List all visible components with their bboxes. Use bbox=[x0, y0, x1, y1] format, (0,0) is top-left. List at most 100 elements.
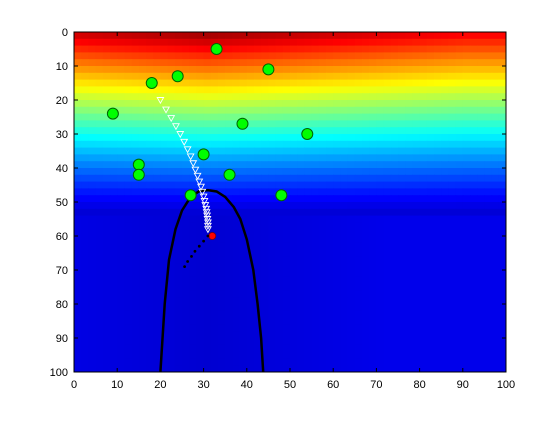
heatmap-cell bbox=[117, 310, 125, 319]
heatmap-cell bbox=[225, 236, 233, 244]
heatmap-cell bbox=[340, 45, 349, 53]
heatmap-cell bbox=[434, 174, 442, 183]
heatmap-cell bbox=[455, 324, 464, 332]
heatmap-cell bbox=[232, 154, 241, 162]
heatmap-cell bbox=[167, 270, 176, 278]
heatmap-cell bbox=[117, 249, 125, 257]
heatmap-cell bbox=[398, 317, 406, 325]
heatmap-cell bbox=[138, 344, 147, 353]
heatmap-cell bbox=[390, 52, 399, 60]
heatmap-cell bbox=[268, 168, 277, 176]
heatmap-cell bbox=[304, 161, 313, 169]
heatmap-cell bbox=[297, 72, 305, 81]
heatmap-cell bbox=[232, 283, 241, 291]
heatmap-cell bbox=[268, 338, 277, 346]
heatmap-cell bbox=[74, 202, 82, 210]
heatmap-cell bbox=[347, 120, 356, 128]
heatmap-cell bbox=[110, 256, 118, 264]
heatmap-cell bbox=[448, 365, 457, 372]
heatmap-cell bbox=[196, 283, 205, 291]
heatmap-cell bbox=[340, 79, 349, 87]
heatmap-cell bbox=[290, 66, 298, 74]
heatmap-cell bbox=[232, 236, 241, 244]
heatmap-cell bbox=[434, 161, 442, 169]
heatmap-cell bbox=[390, 331, 399, 339]
heatmap-cell bbox=[326, 32, 334, 40]
heatmap-cell bbox=[477, 59, 485, 67]
heatmap-cell bbox=[196, 113, 205, 121]
heatmap-cell bbox=[340, 106, 349, 115]
white-triangle-marker bbox=[203, 216, 212, 224]
heatmap-cell bbox=[268, 365, 277, 372]
heatmap-cell bbox=[160, 86, 169, 94]
heatmap-cell bbox=[167, 365, 176, 372]
heatmap-cell bbox=[282, 208, 291, 217]
heatmap-cell bbox=[412, 208, 421, 217]
heatmap-cell bbox=[326, 276, 334, 285]
heatmap-cell bbox=[419, 32, 428, 40]
heatmap-cell bbox=[434, 331, 442, 339]
heatmap-cell bbox=[196, 215, 205, 223]
heatmap-cell bbox=[153, 344, 161, 353]
heatmap-cell bbox=[318, 331, 327, 339]
heatmap-cell bbox=[88, 45, 97, 53]
heatmap-cell bbox=[362, 134, 370, 142]
heatmap-cell bbox=[477, 310, 485, 319]
heatmap-cell bbox=[174, 344, 183, 353]
heatmap-cell bbox=[196, 38, 205, 47]
heatmap-cell bbox=[398, 331, 406, 339]
heatmap-cell bbox=[491, 106, 500, 115]
heatmap-cell bbox=[232, 310, 241, 319]
heatmap-cell bbox=[282, 324, 291, 332]
heatmap-cell bbox=[196, 168, 205, 176]
heatmap-cell bbox=[131, 120, 140, 128]
heatmap-cell bbox=[347, 344, 356, 353]
heatmap-cell bbox=[110, 188, 118, 196]
heatmap-cell bbox=[362, 66, 370, 74]
heatmap-cell bbox=[297, 134, 305, 142]
heatmap-cell bbox=[239, 202, 248, 210]
heatmap-cell bbox=[74, 249, 82, 257]
heatmap-cell bbox=[290, 72, 298, 81]
heatmap-cell bbox=[218, 276, 226, 285]
heatmap-cell bbox=[426, 304, 435, 312]
heatmap-cell bbox=[282, 59, 291, 67]
heatmap-cell bbox=[174, 195, 183, 203]
heatmap-cell bbox=[246, 32, 255, 40]
heatmap-cell bbox=[398, 106, 406, 115]
heatmap-cell bbox=[95, 229, 104, 237]
heatmap-cell bbox=[369, 358, 377, 366]
heatmap-cell bbox=[369, 38, 377, 47]
heatmap-cell bbox=[448, 338, 457, 346]
heatmap-cell bbox=[318, 93, 327, 101]
heatmap-cell bbox=[383, 113, 392, 121]
heatmap-cell bbox=[218, 181, 226, 189]
heatmap-cell bbox=[196, 195, 205, 203]
heatmap-cell bbox=[347, 331, 356, 339]
heatmap-cell bbox=[390, 270, 399, 278]
heatmap-cell bbox=[153, 120, 161, 128]
heatmap-cell bbox=[455, 290, 464, 298]
heatmap-cell bbox=[189, 86, 197, 94]
heatmap-cell bbox=[340, 161, 349, 169]
heatmap-cell bbox=[498, 188, 506, 196]
heatmap-cell bbox=[275, 59, 284, 67]
heatmap-cell bbox=[189, 365, 197, 372]
heatmap-cell bbox=[491, 283, 500, 291]
heatmap-cell bbox=[398, 338, 406, 346]
heatmap-cell bbox=[81, 79, 89, 87]
heatmap-cell bbox=[484, 52, 493, 60]
heatmap-cell bbox=[110, 100, 118, 108]
heatmap-cell bbox=[318, 242, 327, 251]
heatmap-cell bbox=[146, 215, 154, 223]
heatmap-cell bbox=[282, 32, 291, 40]
heatmap-cell bbox=[462, 215, 471, 223]
heatmap-cell bbox=[376, 222, 385, 230]
heatmap-cell bbox=[210, 249, 219, 257]
heatmap-cell bbox=[491, 229, 500, 237]
heatmap-cell bbox=[333, 79, 341, 87]
heatmap-cell bbox=[74, 93, 82, 101]
heatmap-cell bbox=[477, 222, 485, 230]
heatmap-cell bbox=[225, 290, 233, 298]
heatmap-cell bbox=[383, 86, 392, 94]
